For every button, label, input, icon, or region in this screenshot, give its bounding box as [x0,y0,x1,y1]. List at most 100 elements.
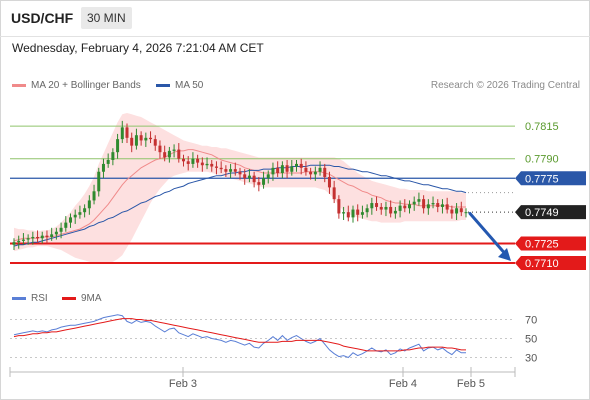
level-label-0.7790: 0.7790 [525,154,559,166]
forecast-arrow-head [498,248,511,262]
candle-body [337,199,341,214]
candle-body [69,217,72,223]
rsi-ma9-line [13,318,466,352]
candle-body [224,169,228,172]
candle-body [360,212,364,215]
candle-body [50,234,54,237]
forecast-arrow-shaft [468,211,510,259]
rsi-tick-label: 70 [525,315,537,327]
last-price-tag [515,205,586,220]
candle-body [139,135,143,141]
legend-rsi: RSI [12,293,48,304]
candle-body [172,149,176,151]
candle-body [200,162,204,166]
candle-body [464,212,468,214]
datetime-label: Wednesday, February 4, 2026 7:21:04 AM C… [12,41,264,55]
candle-body [191,158,195,164]
candle-body [177,149,181,159]
candle-body [295,163,298,167]
candle-body [196,158,200,163]
candle-body [73,214,77,218]
candle-body [167,150,171,158]
candle-body [111,152,115,160]
candle-body [36,236,40,239]
ma20-swatch [12,83,26,87]
candle-body [276,167,280,174]
bollinger-band-fill [14,113,466,263]
candle-body [266,174,270,179]
candle-body [403,205,407,209]
level-label-0.7775: 0.7775 [525,173,559,185]
candle-body [153,139,157,146]
candle-body [389,206,393,214]
candle-body [205,163,209,166]
candle-body [97,171,101,192]
candle-body [351,209,355,218]
rsi-label: RSI [31,293,48,304]
candle-body [229,169,233,172]
candle-body [384,206,388,210]
x-axis-label: Feb 3 [169,378,197,390]
candle-body [83,208,87,213]
candle-body [252,175,256,183]
x-axis-label: Feb 4 [389,378,417,390]
candle-body [313,171,317,175]
ma50-label: MA 50 [175,80,204,91]
symbol-title: USD/CHF [11,10,74,26]
candle-body [417,199,421,202]
candle-body [375,203,379,207]
candle-body [120,127,124,140]
candle-body [327,176,331,188]
candle-body [186,161,190,164]
candle-body [78,212,82,215]
candle-body [431,203,435,205]
candle-body [106,160,110,164]
timeframe-button[interactable]: 30 MIN [81,7,132,29]
candle-body [21,239,25,241]
candle-body [365,208,369,213]
candle-body [262,178,266,185]
legend-ma50: MA 50 [156,80,203,91]
candle-body [26,238,30,240]
x-axis-label: Feb 5 [457,378,485,390]
candle-body [346,212,350,218]
candle-body [370,203,374,209]
candle-body [398,205,402,211]
candle-body [163,152,167,158]
rsi-tick-label: 50 [525,334,537,346]
ma20-label: MA 20 + Bollinger Bands [31,80,141,91]
candle-body [54,231,58,235]
candle-body [257,182,261,185]
candle-body [342,212,346,214]
candle-body [59,227,63,232]
candle-body [87,200,91,209]
candle-body [455,208,459,214]
level-tag-0.7710 [515,256,586,271]
level-label-0.7815: 0.7815 [525,121,559,133]
candle-body [64,222,68,228]
candle-body [299,163,303,168]
candle-body [149,137,153,140]
last-price-label: 0.7749 [525,207,559,219]
candle-body [233,169,237,172]
candle-body [130,137,134,146]
candle-body [445,204,449,210]
candle-body [144,137,148,141]
candle-body [182,158,185,162]
rsi-swatch [12,296,26,300]
candle-body [17,240,21,243]
candle-body [125,127,129,138]
legend-9ma: 9MA [62,293,102,304]
ma9-label: 9MA [81,293,102,304]
candle-body [214,166,218,168]
candle-body [238,171,242,175]
candle-body [247,175,251,179]
candle-body [271,167,275,175]
candle-body [379,206,383,210]
candle-body [134,135,138,146]
candle-body [422,199,426,209]
candle-body [290,166,294,172]
candle-body [356,209,360,215]
candle-body [280,165,284,174]
candle-body [309,171,313,175]
